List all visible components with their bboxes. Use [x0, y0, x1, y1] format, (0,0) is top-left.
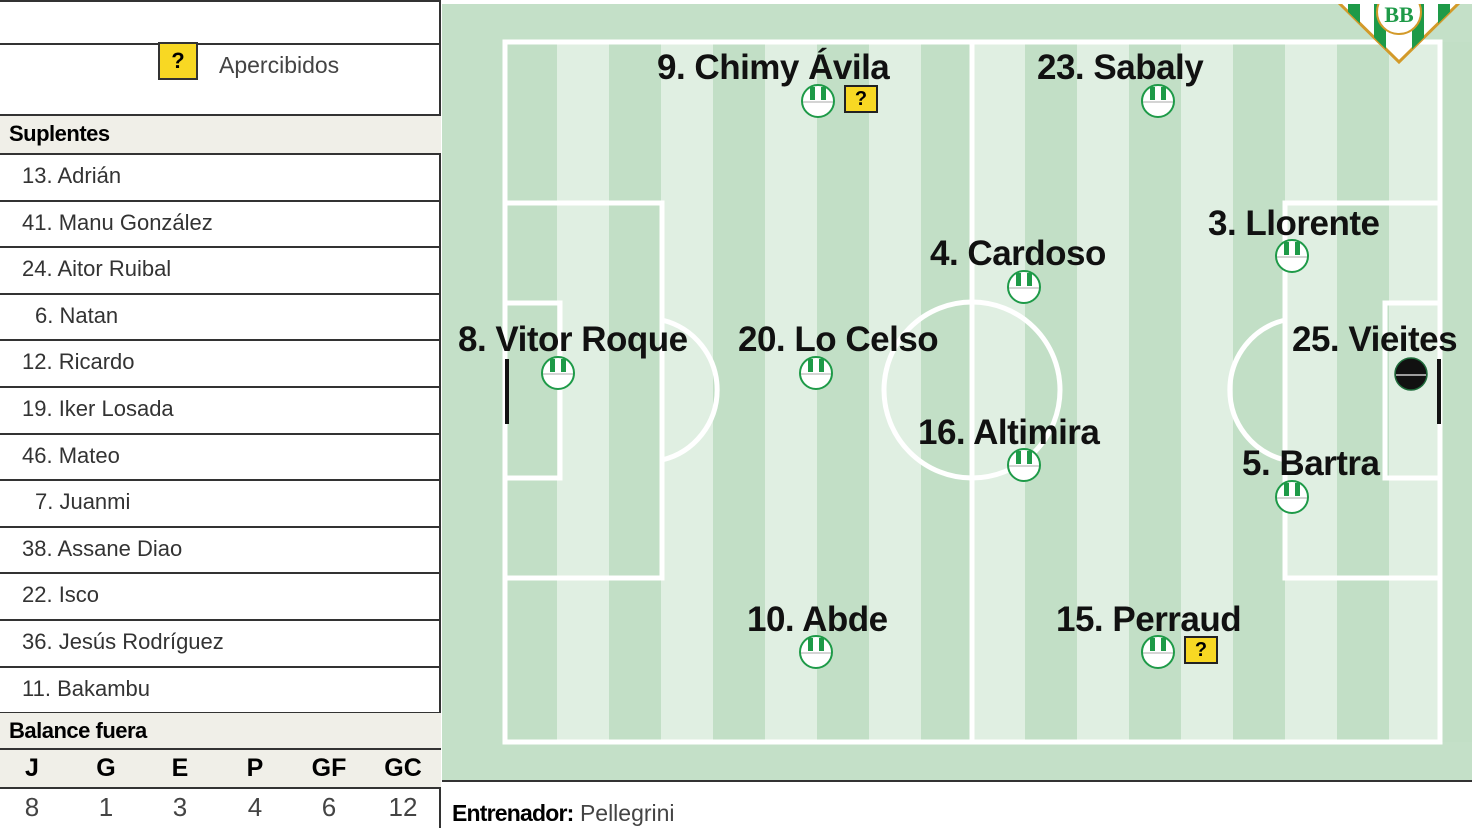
balance-title: Balance fuera	[0, 713, 441, 750]
svg-text:BB: BB	[1384, 4, 1414, 27]
right-penalty-arc	[1227, 317, 1286, 463]
center-circle	[881, 299, 1063, 481]
shirt-icon	[1275, 239, 1309, 273]
substitute-item: 6. Natan	[0, 295, 441, 342]
pitch-stripe	[1441, 42, 1472, 742]
stat-header: P	[246, 754, 264, 782]
legend: ? Apercibidos	[0, 42, 441, 116]
goalkeeper-shirt-icon	[1394, 357, 1428, 391]
substitute-item: 46. Mateo	[0, 435, 441, 482]
player-name: 4. Cardoso	[930, 234, 1106, 273]
player-name: 8. Vitor Roque	[458, 320, 688, 359]
pitch-stripe	[505, 42, 557, 742]
stat-header: G	[96, 754, 116, 782]
coach-info: Entrenador: Pellegrini	[442, 780, 1472, 828]
crest-logo: BB	[1337, 4, 1461, 64]
warning-label: Apercibidos	[219, 52, 340, 78]
player-name: 20. Lo Celso	[738, 320, 939, 359]
stat-header: GC	[384, 754, 422, 782]
substitute-item: 41. Manu González	[0, 202, 441, 249]
shirt-icon	[1141, 84, 1175, 118]
player-name: 16. Altimira	[918, 413, 1100, 452]
substitute-item: 19. Iker Losada	[0, 388, 441, 435]
shirt-icon	[799, 356, 833, 390]
shirt-icon	[799, 635, 833, 669]
substitute-item: 22. Isco	[0, 574, 441, 621]
shirt-icon	[1141, 635, 1175, 669]
substitute-item: 38. Assane Diao	[0, 528, 441, 575]
player-name: 15. Perraud	[1056, 600, 1242, 639]
pitch-stripe	[921, 42, 973, 742]
stat-value: 8	[24, 792, 40, 822]
left-penalty-arc	[661, 317, 720, 463]
stat-value: 6	[321, 792, 337, 822]
pitch-stripe	[973, 42, 1025, 742]
pitch-stripe	[1129, 42, 1181, 742]
coach-label: Entrenador:	[452, 800, 574, 826]
warning-icon: ?	[158, 42, 198, 80]
warning-icon: ?	[844, 85, 878, 113]
warning-icon: ?	[1184, 636, 1218, 664]
left-panel: ? Apercibidos Suplentes 13. Adrián 41. Ma…	[0, 0, 441, 828]
stat-value: 3	[172, 792, 188, 822]
pitch-stripe	[869, 42, 921, 742]
player-name: 10. Abde	[747, 600, 888, 639]
substitute-item: 12. Ricardo	[0, 341, 441, 388]
pitch-stripe	[1181, 42, 1233, 742]
pitch-stripe	[817, 42, 869, 742]
substitute-item: 13. Adrián	[0, 155, 441, 202]
pitch-stripe	[557, 42, 609, 742]
stat-value: 12	[388, 792, 418, 822]
balance-values: 8 1 3 4 6 12	[0, 789, 441, 828]
substitute-item: 24. Aitor Ruibal	[0, 248, 441, 295]
substitute-item: 7. Juanmi	[0, 481, 441, 528]
balance-headers: J G E P GF GC	[0, 750, 441, 789]
pitch-stripe	[713, 42, 765, 742]
stat-header: J	[25, 754, 39, 782]
shirt-icon	[541, 356, 575, 390]
player-name: 23. Sabaly	[1037, 48, 1204, 87]
pitch-stripe	[1389, 42, 1441, 742]
pitch-markings	[502, 39, 1472, 745]
substitute-item: 36. Jesús Rodríguez	[0, 621, 441, 668]
pitch-stripe	[1337, 42, 1389, 742]
pitch-stripe	[661, 42, 713, 742]
shirt-icon	[1275, 480, 1309, 514]
player-name: 5. Bartra	[1242, 444, 1380, 483]
substitutes-title: Suplentes	[0, 116, 441, 155]
stat-header: GF	[311, 754, 347, 782]
substitute-item: 11. Bakambu	[0, 668, 441, 715]
shirt-icon	[801, 84, 835, 118]
stat-value: 1	[98, 792, 114, 822]
shirt-icon	[1007, 448, 1041, 482]
coach-name: Pellegrini	[579, 800, 675, 826]
player-name: 25. Vieites	[1292, 320, 1458, 359]
pitch: 9. Chimy Ávila? 23. Sabaly 4. Cardoso 3. Ll…	[442, 4, 1472, 780]
pitch-stripe	[1285, 42, 1337, 742]
pitch-stripe	[609, 42, 661, 742]
stat-header: E	[171, 754, 189, 782]
blank-header	[0, 0, 441, 45]
pitch-stripe	[1077, 42, 1129, 742]
pitch-stripe	[1025, 42, 1077, 742]
shirt-icon	[1007, 270, 1041, 304]
player-name: 3. Llorente	[1208, 204, 1380, 243]
pitch-stripe	[1233, 42, 1285, 742]
player-name: 9. Chimy Ávila	[657, 48, 890, 87]
stat-value: 4	[247, 792, 263, 822]
pitch-stripe	[765, 42, 817, 742]
